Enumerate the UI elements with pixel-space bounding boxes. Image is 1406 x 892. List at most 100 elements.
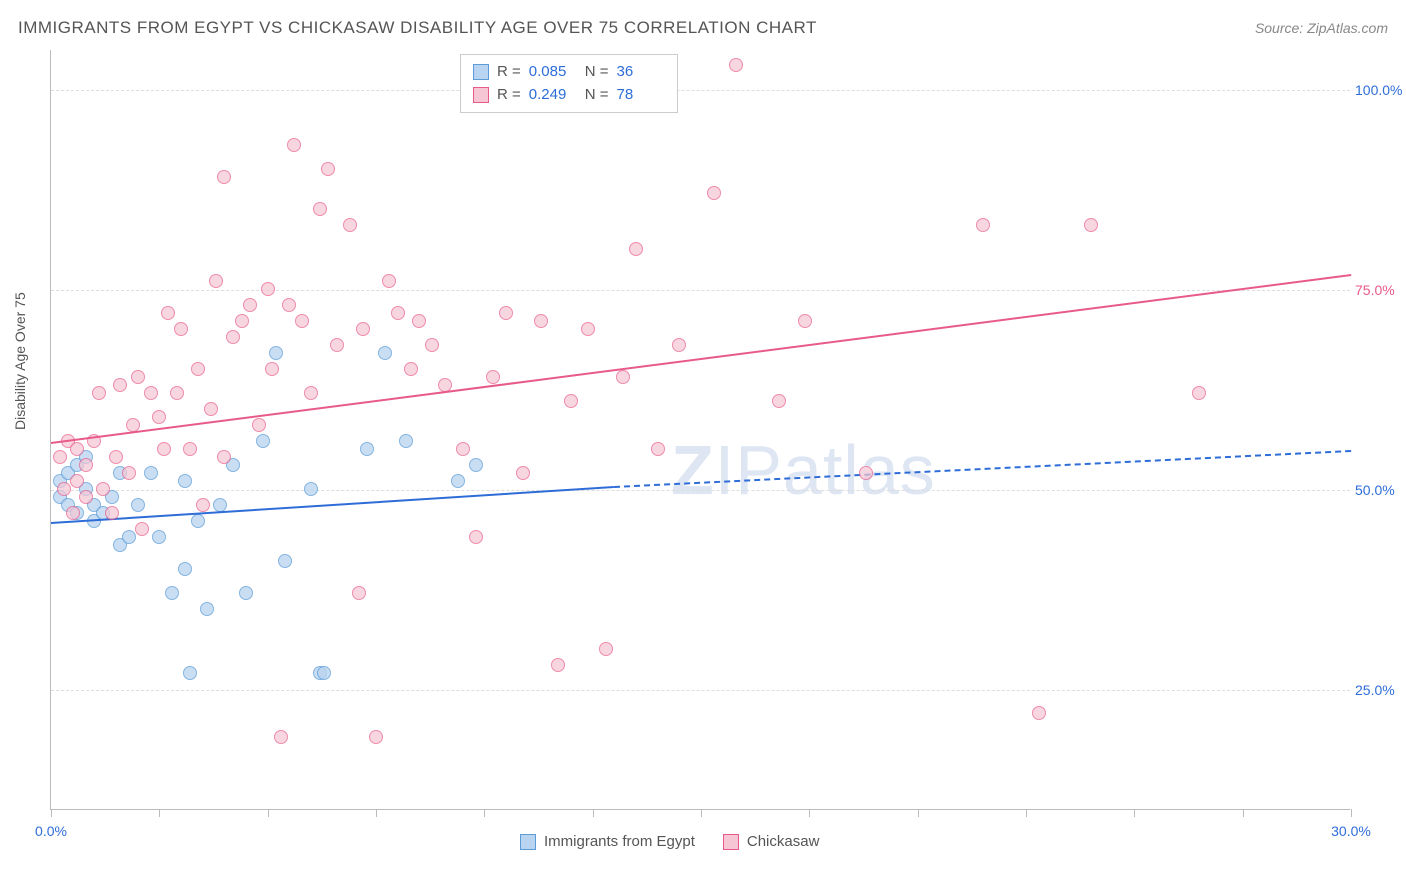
data-point bbox=[269, 346, 283, 360]
data-point bbox=[772, 394, 786, 408]
data-point bbox=[79, 490, 93, 504]
data-point bbox=[274, 730, 288, 744]
data-point bbox=[196, 498, 210, 512]
data-point bbox=[92, 386, 106, 400]
data-point bbox=[412, 314, 426, 328]
data-point bbox=[616, 370, 630, 384]
data-point bbox=[226, 330, 240, 344]
y-tick-label: 25.0% bbox=[1355, 682, 1400, 698]
watermark: ZIPatlas bbox=[671, 430, 936, 510]
data-point bbox=[859, 466, 873, 480]
x-tick bbox=[1026, 809, 1027, 817]
chart-header: IMMIGRANTS FROM EGYPT VS CHICKASAW DISAB… bbox=[18, 14, 1388, 42]
data-point bbox=[425, 338, 439, 352]
x-tick bbox=[268, 809, 269, 817]
data-point bbox=[599, 642, 613, 656]
data-point bbox=[261, 282, 275, 296]
data-point bbox=[122, 530, 136, 544]
data-point bbox=[534, 314, 548, 328]
legend-item: Immigrants from Egypt bbox=[520, 833, 695, 850]
data-point bbox=[135, 522, 149, 536]
chart-title: IMMIGRANTS FROM EGYPT VS CHICKASAW DISAB… bbox=[18, 18, 817, 38]
data-point bbox=[651, 442, 665, 456]
data-point bbox=[174, 322, 188, 336]
data-point bbox=[178, 562, 192, 576]
data-point bbox=[729, 58, 743, 72]
data-point bbox=[217, 450, 231, 464]
data-point bbox=[1192, 386, 1206, 400]
x-tick bbox=[484, 809, 485, 817]
data-point bbox=[178, 474, 192, 488]
data-point bbox=[113, 378, 127, 392]
data-point bbox=[382, 274, 396, 288]
trend-line bbox=[614, 450, 1351, 488]
gridline-h bbox=[51, 90, 1350, 91]
data-point bbox=[976, 218, 990, 232]
y-tick-label: 75.0% bbox=[1355, 282, 1400, 298]
data-point bbox=[399, 434, 413, 448]
data-point bbox=[105, 506, 119, 520]
data-point bbox=[1032, 706, 1046, 720]
data-point bbox=[122, 466, 136, 480]
data-point bbox=[451, 474, 465, 488]
data-point bbox=[70, 474, 84, 488]
data-point bbox=[499, 306, 513, 320]
x-tick bbox=[918, 809, 919, 817]
x-tick bbox=[593, 809, 594, 817]
data-point bbox=[191, 362, 205, 376]
data-point bbox=[209, 274, 223, 288]
data-point bbox=[157, 442, 171, 456]
stat-label-n: N = bbox=[585, 84, 609, 107]
data-point bbox=[265, 362, 279, 376]
data-point bbox=[200, 602, 214, 616]
stat-label-r: R = bbox=[497, 61, 521, 84]
data-point bbox=[304, 482, 318, 496]
data-point bbox=[282, 298, 296, 312]
data-point bbox=[70, 442, 84, 456]
data-point bbox=[707, 186, 721, 200]
stat-value-n: 36 bbox=[617, 61, 665, 84]
bottom-legend: Immigrants from Egypt Chickasaw bbox=[520, 833, 819, 850]
data-point bbox=[581, 322, 595, 336]
stat-value-r: 0.249 bbox=[529, 84, 577, 107]
legend-swatch-series-2 bbox=[723, 834, 739, 850]
data-point bbox=[330, 338, 344, 352]
data-point bbox=[1084, 218, 1098, 232]
gridline-h bbox=[51, 290, 1350, 291]
data-point bbox=[516, 466, 530, 480]
data-point bbox=[152, 530, 166, 544]
data-point bbox=[109, 450, 123, 464]
data-point bbox=[369, 730, 383, 744]
x-tick-label: 30.0% bbox=[1331, 823, 1371, 839]
stat-label-r: R = bbox=[497, 84, 521, 107]
data-point bbox=[551, 658, 565, 672]
x-tick bbox=[51, 809, 52, 817]
stat-label-n: N = bbox=[585, 61, 609, 84]
data-point bbox=[183, 442, 197, 456]
data-point bbox=[53, 450, 67, 464]
data-point bbox=[317, 666, 331, 680]
legend-label: Immigrants from Egypt bbox=[544, 833, 695, 850]
data-point bbox=[629, 242, 643, 256]
stat-value-n: 78 bbox=[617, 84, 665, 107]
data-point bbox=[170, 386, 184, 400]
data-point bbox=[144, 466, 158, 480]
legend-swatch-series-1 bbox=[520, 834, 536, 850]
data-point bbox=[66, 506, 80, 520]
x-tick bbox=[1351, 809, 1352, 817]
data-point bbox=[456, 442, 470, 456]
data-point bbox=[239, 586, 253, 600]
data-point bbox=[352, 586, 366, 600]
gridline-h bbox=[51, 490, 1350, 491]
data-point bbox=[469, 530, 483, 544]
data-point bbox=[798, 314, 812, 328]
data-point bbox=[486, 370, 500, 384]
data-point bbox=[243, 298, 257, 312]
stats-legend: R = 0.085 N = 36 R = 0.249 N = 78 bbox=[460, 54, 678, 113]
chart-source: Source: ZipAtlas.com bbox=[1255, 20, 1388, 36]
data-point bbox=[287, 138, 301, 152]
data-point bbox=[204, 402, 218, 416]
x-tick bbox=[159, 809, 160, 817]
stat-value-r: 0.085 bbox=[529, 61, 577, 84]
data-point bbox=[564, 394, 578, 408]
